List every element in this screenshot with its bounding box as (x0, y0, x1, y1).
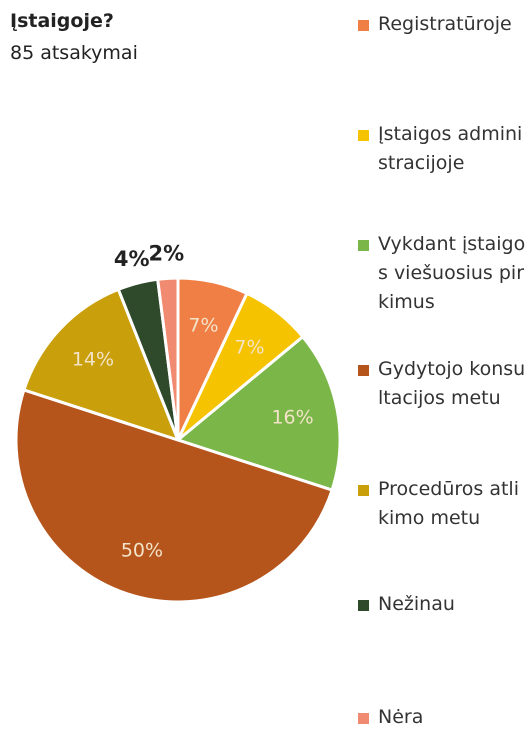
slice-label: 14% (72, 349, 114, 371)
slice-label: 7% (234, 336, 264, 358)
slice-label: 50% (121, 539, 163, 561)
legend-label: Įstaigos administracijoje (378, 123, 523, 174)
slice-label: 16% (271, 407, 313, 429)
slice-label: 4% (114, 247, 150, 271)
pie-slice (14, 388, 334, 604)
slice-label: 7% (188, 315, 218, 337)
pie-slice (22, 287, 181, 443)
legend-label: Gydytojo konsultacijos metu (378, 358, 526, 409)
legend-swatch (358, 600, 369, 611)
legend-swatch (358, 20, 369, 31)
legend-item: Nėra (358, 703, 526, 729)
legend-swatch (358, 365, 369, 376)
legend-item: Įstaigos administracijoje (358, 120, 526, 178)
chart-title: Įstaigoje? (10, 10, 114, 32)
legend-label: Nėra (378, 706, 424, 728)
chart-subtitle: 85 atsakymai (10, 42, 138, 64)
pie-slice (156, 276, 180, 441)
legend-swatch (358, 130, 369, 141)
legend-label: Nežinau (378, 593, 455, 615)
legend-item: Nežinau (358, 590, 526, 619)
legend-label: Vykdant įstaigos viešuosius pirkimus (378, 233, 526, 313)
legend-label: Procedūros atlikimo metu (378, 478, 519, 529)
slice-label: 2% (148, 241, 184, 265)
legend-label: Registratūroje (378, 13, 512, 35)
legend-item: Vykdant įstaigos viešuosius pirkimus (358, 230, 526, 317)
legend-item: Gydytojo konsultacijos metu (358, 355, 526, 413)
legend-swatch (358, 485, 369, 496)
legend-item: Procedūros atlikimo metu (358, 475, 526, 533)
legend-swatch (358, 240, 369, 251)
legend-item: Registratūroje (358, 10, 526, 39)
legend-swatch (358, 713, 369, 724)
